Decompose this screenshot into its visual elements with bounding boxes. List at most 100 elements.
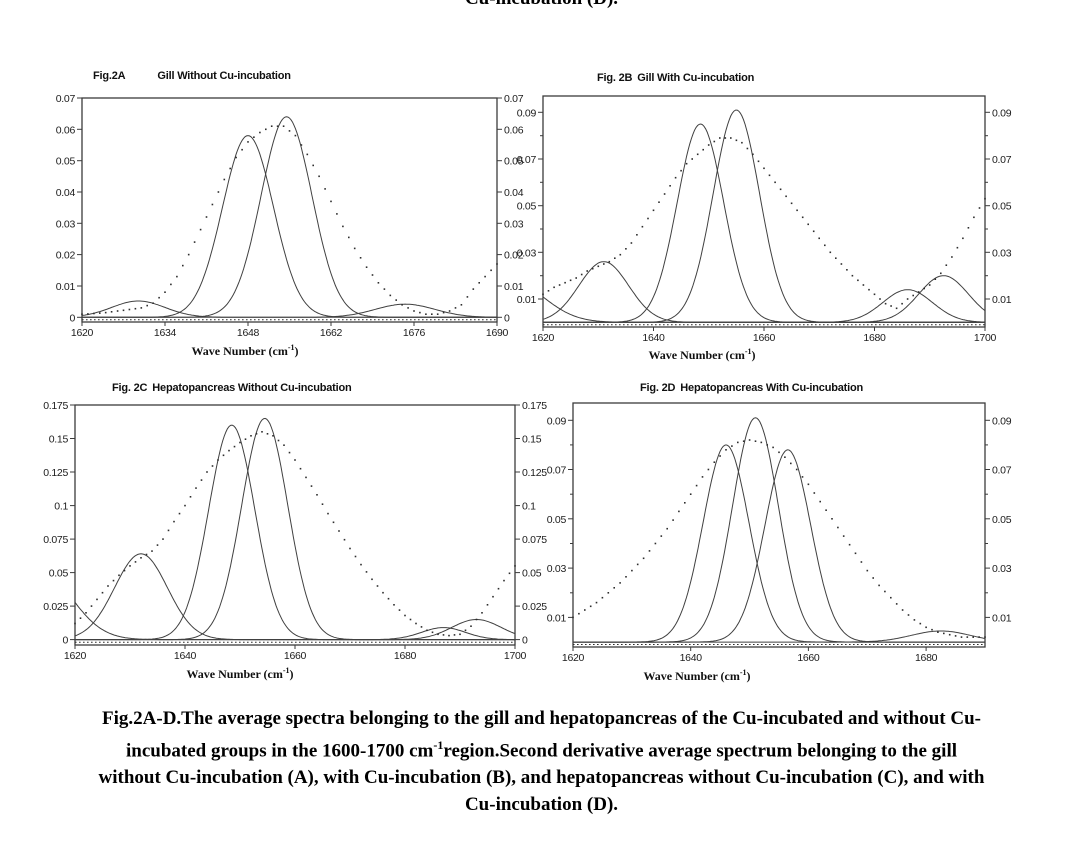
fig2a-xaxis-label: Wave Number (cm-1) — [155, 343, 335, 359]
component-band-1655 — [543, 109, 985, 323]
svg-text:0.05: 0.05 — [49, 568, 69, 580]
fig2b-title-text: Gill With Cu-incubation — [637, 72, 755, 84]
xlabel-close: ) — [751, 348, 756, 362]
svg-text:0.075: 0.075 — [43, 534, 68, 546]
component-band-1675 — [82, 303, 497, 318]
svg-text:0: 0 — [62, 635, 68, 647]
svg-text:0.125: 0.125 — [522, 467, 547, 479]
fig2a-title-text: Gill Without Cu-incubation — [157, 70, 291, 82]
previous-caption-fragment: Cu-incubation (D). — [0, 0, 1083, 10]
plot-frame — [74, 404, 516, 646]
plot: 0.01 0.01 0.03 0.03 0.05 0.05 0.07 0.07 0.09 0.09… — [547, 402, 1012, 664]
svg-text:1700: 1700 — [504, 650, 527, 662]
xlabel-text: Wave Number (cm — [648, 348, 745, 362]
component-band-1656 — [573, 449, 985, 643]
svg-text:0.05: 0.05 — [547, 514, 567, 526]
svg-text:0.03: 0.03 — [992, 247, 1012, 259]
svg-text:0.02: 0.02 — [504, 250, 524, 262]
svg-text:0.07: 0.07 — [56, 93, 76, 105]
fig2a-chart: 0 0 0.01 0.01 0.02 0.02 0.03 0.03 0.04 0.04 0.05 0.… — [56, 93, 524, 339]
svg-text:0.07: 0.07 — [547, 465, 567, 477]
svg-text:0.05: 0.05 — [517, 201, 537, 213]
fig2d-panel: 0.01 0.01 0.03 0.03 0.05 0.05 0.07 0.07 0.09 0.09… — [505, 378, 1083, 688]
fig2a-fig-label: Fig.2A — [93, 70, 126, 82]
svg-text:1680: 1680 — [863, 332, 886, 344]
xlabel-close: ) — [746, 669, 751, 683]
svg-text:0.175: 0.175 — [43, 400, 68, 412]
svg-text:0.03: 0.03 — [56, 218, 76, 230]
fig2a-title: Fig.2A Gill Without Cu-incubation — [93, 70, 291, 82]
svg-text:0.025: 0.025 — [43, 601, 68, 613]
fig2b-panel: 0.01 0.01 0.03 0.03 0.05 0.05 0.07 0.07 0.09 0.09… — [505, 62, 1083, 372]
svg-text:0.1: 0.1 — [522, 501, 536, 513]
fig2d-title: Fig. 2D Hepatopancreas With Cu-incubatio… — [640, 382, 863, 394]
xlabel-text: Wave Number (cm — [186, 667, 283, 681]
svg-text:0: 0 — [522, 635, 528, 647]
fig2c-xaxis-label: Wave Number (cm-1) — [150, 666, 330, 682]
svg-text:0.09: 0.09 — [547, 415, 567, 427]
svg-text:1680: 1680 — [915, 652, 938, 664]
svg-text:0.025: 0.025 — [522, 601, 547, 613]
svg-text:1620: 1620 — [64, 650, 87, 662]
svg-text:1640: 1640 — [680, 652, 703, 664]
caption-superscript: -1 — [433, 738, 444, 752]
svg-text:0.01: 0.01 — [992, 294, 1012, 306]
component-band-1687 — [75, 627, 515, 641]
component-band-1692 — [543, 275, 986, 323]
fig2c-chart: 0 0 0.025 0.025 0.05 0.05 0.075 0.075 0.1 0.1 0.12… — [43, 400, 547, 662]
svg-text:0.075: 0.075 — [522, 534, 547, 546]
component-band-1651 — [573, 417, 985, 643]
svg-text:1634: 1634 — [154, 327, 177, 339]
plot-frame — [81, 97, 498, 323]
svg-text:0: 0 — [504, 312, 510, 324]
component-band-1693 — [75, 619, 516, 641]
fig2b-title: Fig. 2B Gill With Cu-incubation — [597, 72, 754, 84]
svg-text:0.07: 0.07 — [992, 465, 1012, 477]
svg-text:0.15: 0.15 — [522, 434, 542, 446]
svg-text:0.01: 0.01 — [547, 612, 567, 624]
svg-text:0.01: 0.01 — [56, 281, 76, 293]
fig2a-panel: 0 0 0.01 0.01 0.02 0.02 0.03 0.03 0.04 0.04 0.05 0.… — [0, 62, 540, 372]
fig2c-title: Fig. 2C Hepatopancreas Without Cu-incuba… — [112, 382, 352, 394]
svg-text:1620: 1620 — [71, 327, 94, 339]
xlabel-close: ) — [294, 344, 299, 358]
left-edge-band — [542, 296, 985, 323]
svg-text:0.175: 0.175 — [522, 400, 547, 412]
svg-text:0.03: 0.03 — [547, 563, 567, 575]
component-band-1648 — [75, 424, 515, 641]
fig2c-panel: 0 0 0.025 0.025 0.05 0.05 0.075 0.075 0.1 0.1 0.12… — [0, 378, 547, 688]
component-band-1682 — [573, 630, 986, 643]
component-band-1632 — [74, 553, 515, 641]
fig2d-xaxis-label: Wave Number (cm-1) — [607, 668, 787, 684]
svg-text:1660: 1660 — [284, 650, 307, 662]
component-band-1654 — [82, 116, 497, 318]
svg-text:0.06: 0.06 — [504, 124, 524, 136]
svg-text:0.07: 0.07 — [504, 93, 524, 105]
xlabel-text: Wave Number (cm — [191, 344, 288, 358]
svg-text:0.01: 0.01 — [992, 612, 1012, 624]
fig2d-fig-label: Fig. 2D — [640, 382, 676, 394]
caption-line-3: without Cu-incubation (A), with Cu-incub… — [98, 767, 985, 789]
svg-text:0.05: 0.05 — [504, 156, 524, 168]
xlabel-close: ) — [289, 667, 294, 681]
fig2b-fig-label: Fig. 2B — [597, 72, 633, 84]
svg-text:0.05: 0.05 — [992, 201, 1012, 213]
average-spectrum — [81, 125, 498, 315]
svg-text:0.05: 0.05 — [992, 514, 1012, 526]
average-spectrum — [74, 431, 516, 637]
fig2b-chart: 0.01 0.01 0.03 0.03 0.05 0.05 0.07 0.07 0.09 0.09… — [517, 95, 1012, 344]
svg-text:1676: 1676 — [403, 327, 426, 339]
svg-text:1660: 1660 — [753, 332, 776, 344]
xlabel-superscript: -1 — [744, 347, 752, 356]
svg-text:1690: 1690 — [486, 327, 509, 339]
plot-frame — [572, 402, 986, 648]
svg-text:1662: 1662 — [320, 327, 343, 339]
xlabel-superscript: -1 — [287, 343, 295, 352]
svg-text:1620: 1620 — [562, 652, 585, 664]
svg-text:0.07: 0.07 — [517, 154, 537, 166]
caption-line-1: Fig.2A-D.The average spectra belonging t… — [102, 708, 981, 729]
svg-text:0.03: 0.03 — [992, 563, 1012, 575]
svg-text:1680: 1680 — [394, 650, 417, 662]
svg-text:1640: 1640 — [642, 332, 665, 344]
svg-text:0.04: 0.04 — [56, 187, 76, 199]
